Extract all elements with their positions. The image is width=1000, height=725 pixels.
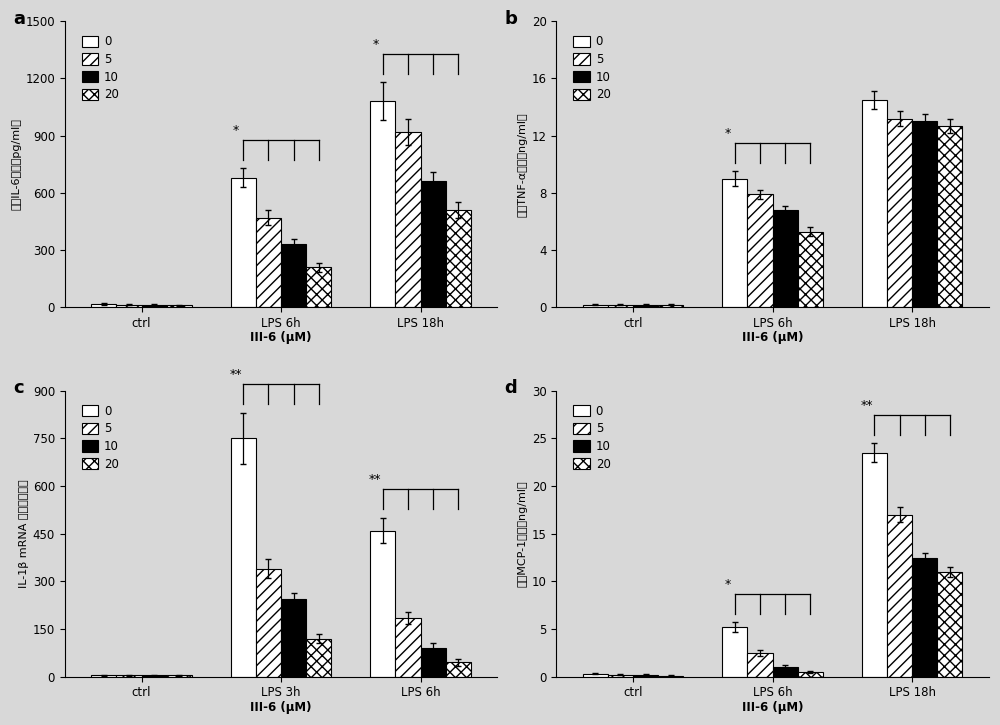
Bar: [446, 663, 471, 676]
Bar: [773, 210, 798, 307]
Text: c: c: [13, 379, 23, 397]
Bar: [798, 672, 823, 676]
Legend: 0, 5, 10, 20: 0, 5, 10, 20: [79, 33, 121, 104]
Text: **: **: [369, 473, 382, 486]
Text: *: *: [724, 127, 731, 140]
Legend: 0, 5, 10, 20: 0, 5, 10, 20: [571, 33, 613, 104]
Bar: [862, 100, 887, 307]
Bar: [722, 627, 747, 676]
Bar: [231, 439, 256, 676]
Bar: [91, 304, 116, 307]
Text: *: *: [372, 38, 379, 51]
Bar: [256, 568, 281, 676]
Bar: [862, 452, 887, 676]
Bar: [306, 268, 331, 307]
Bar: [633, 304, 658, 307]
Bar: [583, 304, 608, 307]
Legend: 0, 5, 10, 20: 0, 5, 10, 20: [571, 402, 613, 473]
Bar: [608, 304, 633, 307]
Bar: [116, 675, 142, 676]
Bar: [583, 674, 608, 676]
Text: a: a: [13, 10, 25, 28]
Y-axis label: 小鼠IL-6浓度（pg/ml）: 小鼠IL-6浓度（pg/ml）: [11, 118, 21, 210]
Bar: [887, 515, 912, 676]
Bar: [306, 639, 331, 676]
Bar: [722, 178, 747, 307]
Bar: [395, 132, 421, 307]
Bar: [912, 121, 937, 307]
Bar: [395, 618, 421, 676]
Y-axis label: 小鼠TNF-α浓度（ng/ml）: 小鼠TNF-α浓度（ng/ml）: [517, 112, 527, 217]
Bar: [773, 667, 798, 676]
Bar: [608, 675, 633, 676]
Y-axis label: 小鼠MCP-1浓度（ng/ml）: 小鼠MCP-1浓度（ng/ml）: [518, 481, 528, 587]
Bar: [937, 125, 962, 307]
X-axis label: III-6 (μM): III-6 (μM): [250, 331, 312, 344]
Bar: [256, 218, 281, 307]
X-axis label: III-6 (μM): III-6 (μM): [250, 701, 312, 714]
Bar: [116, 304, 142, 307]
Bar: [167, 305, 192, 307]
Text: **: **: [230, 368, 242, 381]
X-axis label: III-6 (μM): III-6 (μM): [742, 331, 803, 344]
Text: *: *: [724, 578, 731, 591]
Bar: [912, 558, 937, 676]
Bar: [937, 572, 962, 676]
Bar: [281, 599, 306, 676]
Bar: [167, 675, 192, 676]
Y-axis label: IL-1β mRNA 表达（倍数）: IL-1β mRNA 表达（倍数）: [19, 479, 29, 588]
Bar: [421, 648, 446, 676]
Bar: [142, 675, 167, 676]
X-axis label: III-6 (μM): III-6 (μM): [742, 701, 803, 714]
Legend: 0, 5, 10, 20: 0, 5, 10, 20: [79, 402, 121, 473]
Bar: [747, 194, 773, 307]
Bar: [281, 244, 306, 307]
Text: d: d: [504, 379, 517, 397]
Bar: [798, 231, 823, 307]
Bar: [446, 210, 471, 307]
Bar: [658, 304, 683, 307]
Text: **: **: [861, 399, 873, 412]
Text: *: *: [233, 124, 239, 136]
Bar: [633, 675, 658, 676]
Bar: [142, 305, 167, 307]
Bar: [370, 102, 395, 307]
Bar: [370, 531, 395, 676]
Bar: [747, 653, 773, 676]
Bar: [421, 181, 446, 307]
Text: b: b: [504, 10, 517, 28]
Bar: [91, 675, 116, 676]
Bar: [231, 178, 256, 307]
Bar: [887, 119, 912, 307]
